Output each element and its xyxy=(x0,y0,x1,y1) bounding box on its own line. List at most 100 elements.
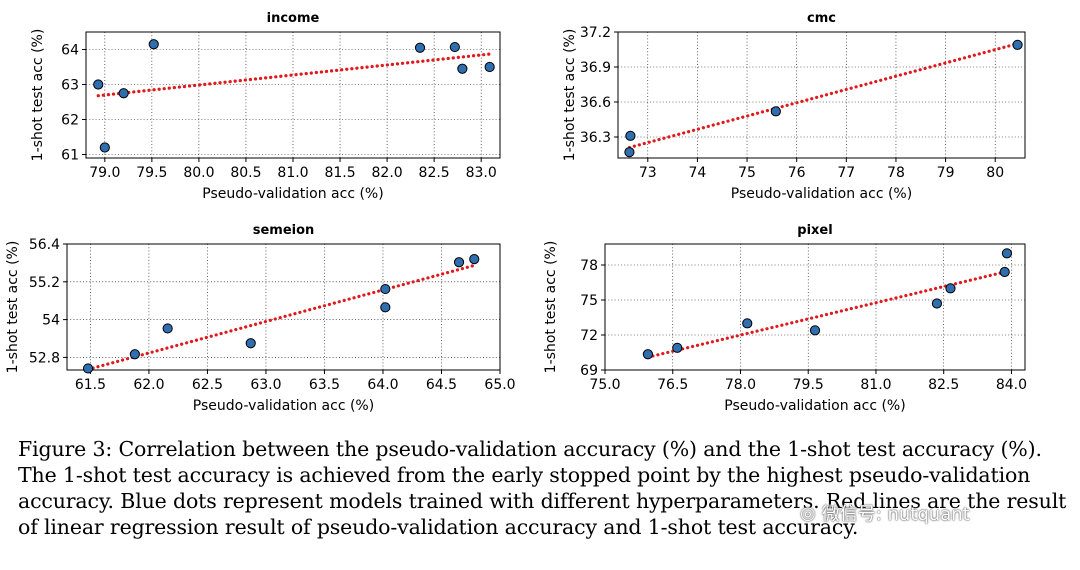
y-tick-label: 69 xyxy=(580,363,598,379)
chart-title: cmc xyxy=(807,11,836,26)
figure-charts: 79.0 79.5 80.0 80.5 81.0 81.5 82.0 82.5 83.0 61 62… xyxy=(5,11,1027,414)
x-axis-label: Pseudo-validation acc (%) xyxy=(193,398,374,414)
x-tick-label: 74 xyxy=(689,165,707,181)
x-tick-label: 76.5 xyxy=(657,377,688,393)
regression-line xyxy=(646,270,1007,359)
data-point xyxy=(999,266,1010,278)
x-tick-label: 81.5 xyxy=(324,165,355,181)
y-axis-label: 1-shot test acc (%) xyxy=(562,29,578,162)
data-point xyxy=(129,349,140,360)
data-point xyxy=(93,79,104,90)
data-point xyxy=(642,349,654,360)
x-tick-label: 63.0 xyxy=(250,377,281,393)
y-axis-label: 1-shot test acc (%) xyxy=(543,241,559,374)
x-axis-label: Pseudo-validation acc (%) xyxy=(202,186,383,202)
x-axis-label: Pseudo-validation acc (%) xyxy=(724,398,905,414)
y-tick-label: 56.4 xyxy=(29,237,60,253)
x-tick-label: 63.5 xyxy=(309,377,340,393)
x-tick-label: 80.5 xyxy=(230,165,261,181)
figure-caption: Figure 3: Correlation between the pseudo… xyxy=(18,437,1067,539)
x-tick-label: 82.5 xyxy=(928,377,959,393)
plot-frame xyxy=(85,31,501,159)
data-point xyxy=(380,283,391,295)
x-tick-label: 79.0 xyxy=(89,165,120,181)
regression-line xyxy=(86,263,476,371)
y-tick-label: 62 xyxy=(61,113,79,129)
y-tick-label: 63 xyxy=(61,78,79,94)
x-tick-label: 73 xyxy=(639,165,657,181)
x-tick-label: 84.0 xyxy=(996,377,1027,393)
data-point xyxy=(118,88,129,99)
data-point xyxy=(469,254,480,265)
x-tick-label: 79 xyxy=(937,165,955,181)
plot-frame xyxy=(604,243,1026,371)
y-tick-label: 72 xyxy=(580,328,598,344)
data-point xyxy=(931,298,943,309)
data-point xyxy=(672,342,683,353)
plot-frame xyxy=(66,243,501,371)
data-point xyxy=(414,42,426,53)
data-point xyxy=(1012,39,1023,50)
x-tick-label: 61.5 xyxy=(75,377,106,393)
data-point xyxy=(457,63,468,74)
chart-semeion: 61.5 62.0 62.5 63.0 63.5 64.0 64.5 65.0 52.8 54 55… xyxy=(5,223,516,414)
regression-line xyxy=(96,52,492,98)
chart-cmc: 73 74 75 76 77 78 79 80 36.3 36.6 36.9 37.2 cmc Pseud… xyxy=(562,11,1026,202)
x-tick-label: 62.5 xyxy=(192,377,223,393)
x-tick-label: 81.0 xyxy=(860,377,891,393)
plot-frame xyxy=(617,31,1026,159)
y-tick-label: 61 xyxy=(61,148,79,164)
x-tick-label: 64.0 xyxy=(367,377,398,393)
y-tick-label: 52.8 xyxy=(29,350,60,366)
data-point xyxy=(380,302,391,313)
y-tick-label: 36.3 xyxy=(580,130,611,146)
y-axis-label: 1-shot test acc (%) xyxy=(30,29,46,162)
data-point xyxy=(770,106,781,117)
y-tick-label: 75 xyxy=(580,293,598,309)
x-tick-label: 62.0 xyxy=(133,377,164,393)
x-tick-label: 75.0 xyxy=(589,377,620,393)
chart-income: 79.0 79.5 80.0 80.5 81.0 81.5 82.0 82.5 83.0 61 62… xyxy=(30,11,501,202)
y-tick-label: 54 xyxy=(42,313,60,329)
data-point xyxy=(484,61,495,73)
x-tick-label: 79.5 xyxy=(793,377,824,393)
x-tick-label: 80.0 xyxy=(183,165,214,181)
chart-title: semeion xyxy=(253,223,315,238)
x-tick-label: 82.0 xyxy=(372,165,403,181)
x-tick-label: 76 xyxy=(788,165,806,181)
chart-title: income xyxy=(267,11,320,26)
chart-title: pixel xyxy=(797,223,832,238)
y-tick-label: 78 xyxy=(580,258,598,274)
x-tick-label: 64.5 xyxy=(426,377,457,393)
data-point xyxy=(742,318,753,329)
x-tick-label: 78 xyxy=(887,165,905,181)
x-tick-label: 65.0 xyxy=(484,377,515,393)
data-point xyxy=(945,283,956,294)
x-tick-label: 81.0 xyxy=(277,165,308,181)
regression-line xyxy=(627,42,1020,150)
data-point xyxy=(99,142,110,153)
data-point xyxy=(453,257,465,268)
chart-pixel: 75.0 76.5 78.0 79.5 81.0 82.5 84.0 69 72 75 78 pixe… xyxy=(543,223,1027,414)
watermark-text: 微信号: nutquant xyxy=(821,504,970,525)
x-axis-label: Pseudo-validation acc (%) xyxy=(731,186,912,202)
data-point xyxy=(449,41,460,53)
x-tick-label: 78.0 xyxy=(725,377,756,393)
y-axis-label: 1-shot test acc (%) xyxy=(5,241,21,374)
y-tick-label: 36.6 xyxy=(580,95,611,111)
y-tick-label: 55.2 xyxy=(29,275,60,291)
x-tick-label: 83.0 xyxy=(466,165,497,181)
x-tick-label: 80 xyxy=(986,165,1004,181)
data-point xyxy=(1001,248,1013,259)
data-point xyxy=(82,363,94,374)
watermark: ◎ 微信号: nutquant xyxy=(800,500,970,526)
data-point xyxy=(624,147,635,158)
data-point xyxy=(245,338,256,349)
x-tick-label: 75 xyxy=(738,165,756,181)
data-point xyxy=(625,130,636,141)
data-point xyxy=(162,323,173,334)
x-tick-label: 79.5 xyxy=(136,165,167,181)
y-tick-label: 64 xyxy=(61,43,79,59)
y-tick-label: 37.2 xyxy=(580,25,611,41)
x-tick-label: 82.5 xyxy=(419,165,450,181)
